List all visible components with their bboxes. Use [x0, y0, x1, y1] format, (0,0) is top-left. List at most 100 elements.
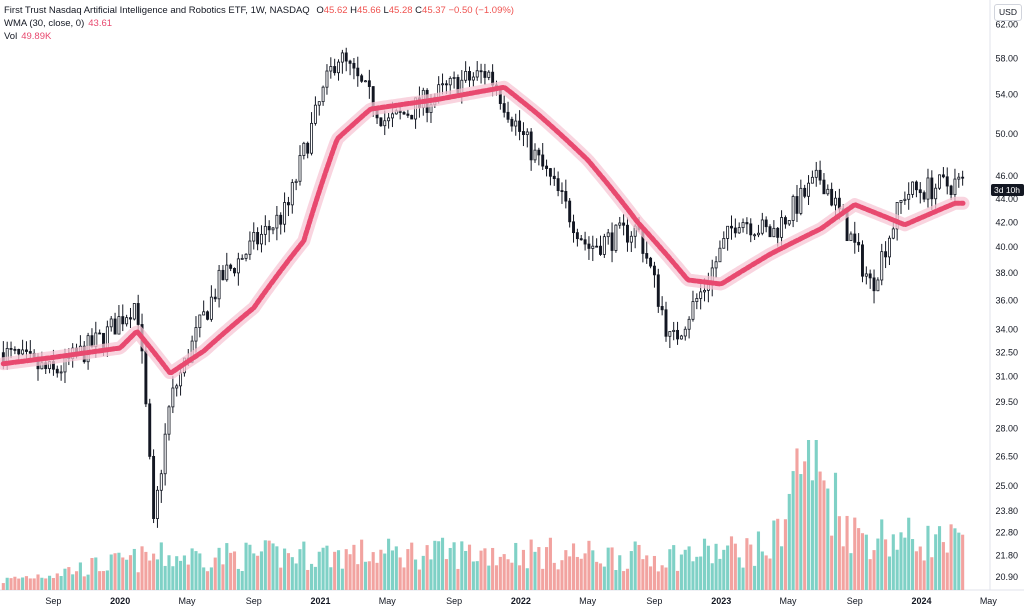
candle-body	[344, 52, 348, 62]
volume-bar	[259, 551, 264, 590]
candle-body	[822, 179, 826, 195]
candle-body	[313, 104, 317, 124]
volume-bar	[560, 560, 564, 590]
volume-bar	[371, 552, 375, 590]
candle-body	[348, 60, 352, 64]
volume-bar	[691, 561, 695, 590]
volume-bar	[344, 549, 348, 590]
candle-body	[903, 198, 907, 201]
candle-body	[703, 289, 706, 293]
volume-bar	[556, 569, 560, 590]
candle-body	[872, 277, 876, 292]
candle-body	[471, 76, 475, 81]
wma-row[interactable]: WMA (30, close, 0) 43.61	[4, 17, 514, 30]
candle-body	[649, 257, 653, 267]
candle-body	[656, 274, 660, 307]
volume-bar	[182, 555, 186, 590]
candle-body	[961, 176, 965, 179]
volume-bar	[953, 528, 957, 590]
symbol-title[interactable]: First Trust Nasdaq Artificial Intelligen…	[4, 5, 310, 16]
volume-bar	[67, 567, 71, 590]
candle-body	[406, 113, 410, 116]
candle-body	[733, 227, 737, 234]
candle-body	[9, 348, 13, 350]
volume-bar	[155, 559, 160, 590]
y-tick-label: 44.00	[995, 194, 1018, 204]
volume-bar	[860, 533, 865, 590]
candle-body	[444, 83, 448, 86]
volume-bar	[961, 534, 965, 590]
x-tick-label: 2020	[110, 596, 130, 606]
y-tick-label: 46.00	[995, 171, 1018, 181]
volume-bar	[795, 448, 799, 590]
currency-button[interactable]: USD	[994, 4, 1022, 21]
volume-bar	[833, 472, 838, 590]
candle-body	[290, 182, 294, 206]
candle-body	[356, 67, 360, 77]
volume-bar	[706, 545, 710, 590]
candle-body	[121, 316, 125, 325]
volume-bar	[298, 549, 302, 590]
volume-bar	[321, 547, 325, 590]
volume-label: Vol	[4, 31, 18, 42]
volume-bar	[518, 565, 522, 590]
candle-body	[629, 235, 633, 243]
volume-bar	[830, 535, 834, 590]
candle-body	[672, 329, 676, 332]
candle-body	[117, 316, 121, 335]
candle-body	[521, 131, 525, 136]
volume-row[interactable]: Vol 49.89K	[4, 30, 514, 43]
candle-body	[387, 117, 391, 122]
candle-body	[152, 456, 156, 519]
volume-bar	[464, 550, 468, 590]
candle-body	[340, 52, 344, 63]
candle-body	[483, 71, 487, 78]
volume-bar	[741, 567, 745, 590]
volume-bar	[267, 540, 271, 590]
candle-body	[514, 120, 518, 127]
volume-bar	[949, 524, 953, 590]
volume-bar	[9, 578, 13, 590]
candle-body	[256, 232, 260, 245]
volume-bar	[74, 571, 79, 590]
volume-bar	[128, 555, 133, 590]
volume-bar	[437, 541, 441, 590]
candle-body	[13, 348, 17, 351]
volume-bar	[467, 544, 472, 590]
change-value: −0.50 (−1.09%)	[448, 5, 514, 16]
candle-body	[614, 224, 618, 251]
volume-bar	[899, 532, 903, 590]
candle-body	[807, 182, 811, 197]
candle-body	[383, 120, 387, 127]
x-tick-label: Sep	[45, 596, 61, 606]
candle-body	[795, 196, 799, 214]
candle-body	[59, 371, 63, 374]
candle-body	[367, 80, 371, 87]
candle-body	[918, 189, 922, 194]
volume-bar	[340, 568, 344, 590]
candle-body	[595, 245, 599, 248]
volume-bar	[753, 565, 757, 590]
volume-bar	[641, 559, 645, 590]
volume-bar	[930, 557, 934, 590]
candle-body	[691, 301, 695, 320]
volume-bar	[390, 550, 395, 590]
candle-body	[679, 335, 683, 340]
volume-bar	[367, 561, 371, 590]
y-tick-label: 23.80	[995, 506, 1018, 516]
volume-bar	[772, 520, 776, 590]
volume-bar	[40, 577, 44, 590]
candle-body	[945, 176, 949, 187]
candle-body	[525, 131, 529, 136]
x-tick-label: Sep	[847, 596, 863, 606]
volume-bar	[826, 488, 830, 590]
candle-body	[953, 178, 957, 196]
candle-body	[325, 70, 329, 88]
volume-bar	[360, 539, 364, 590]
candle-body	[260, 233, 263, 245]
candle-body	[610, 232, 614, 251]
candle-body	[229, 264, 233, 269]
candle-body	[938, 174, 941, 189]
candle-body	[321, 86, 325, 103]
